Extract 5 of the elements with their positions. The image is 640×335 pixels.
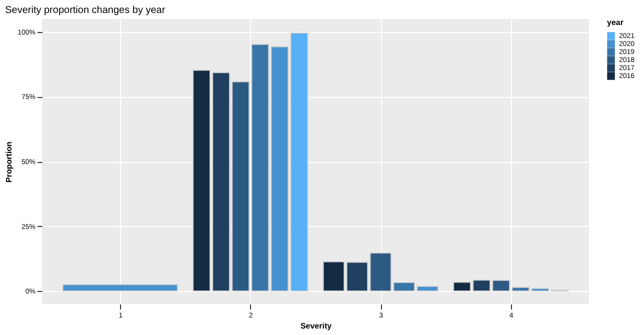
legend-title: year bbox=[607, 18, 624, 27]
chart-title: Severity proportion changes by year bbox=[5, 5, 166, 16]
bar bbox=[290, 32, 308, 292]
x-axis-title: Severity bbox=[300, 322, 332, 330]
y-axis-title: Proportion bbox=[4, 141, 14, 182]
